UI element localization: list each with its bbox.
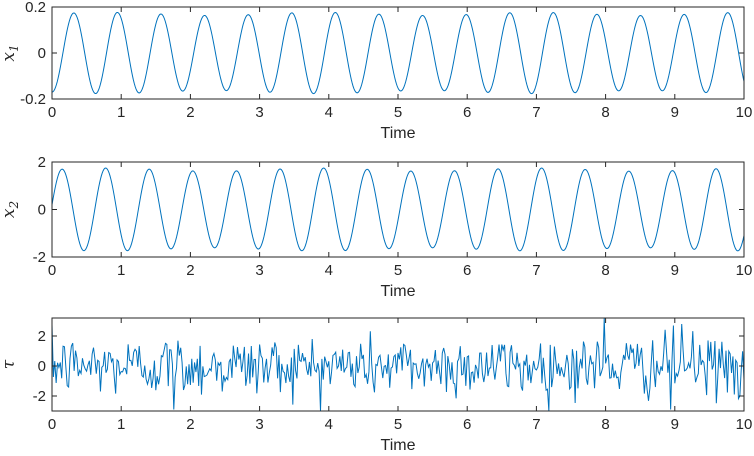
y-axis-label-subscript: 1 bbox=[7, 44, 21, 52]
x-tick-label: 5 bbox=[394, 262, 402, 279]
x-tick-label: 3 bbox=[255, 104, 263, 121]
y-tick-label: 0 bbox=[38, 202, 46, 219]
y-tick-label: 0 bbox=[38, 45, 46, 62]
x-tick-label: 4 bbox=[325, 416, 333, 433]
x-tick-label: 2 bbox=[186, 262, 194, 279]
x-tick-label: 6 bbox=[463, 262, 471, 279]
x-tick-label: 7 bbox=[532, 262, 540, 279]
x-tick-label: 4 bbox=[325, 104, 333, 121]
y-tick-label: 0.2 bbox=[25, 0, 46, 16]
x-tick-label: 0 bbox=[48, 104, 56, 121]
y-tick-label: -0.2 bbox=[20, 91, 46, 108]
x-tick-label: 1 bbox=[117, 262, 125, 279]
x-tick-label: 3 bbox=[255, 416, 263, 433]
series-line-1 bbox=[51, 11, 745, 95]
x-tick-label: 7 bbox=[532, 416, 540, 433]
x-tick-label: 2 bbox=[186, 104, 194, 121]
x-tick-label: 7 bbox=[532, 104, 540, 121]
x-tick-label: 5 bbox=[394, 104, 402, 121]
x-tick-label: 9 bbox=[671, 104, 679, 121]
x-axis-label: Time bbox=[381, 283, 416, 300]
y-tick-label: -2 bbox=[33, 388, 46, 405]
x-tick-label: 1 bbox=[117, 416, 125, 433]
x-axis-label: Time bbox=[381, 437, 416, 454]
x-tick-label: 10 bbox=[736, 104, 753, 121]
x-tick-label: 9 bbox=[671, 262, 679, 279]
x-tick-label: 0 bbox=[48, 416, 56, 433]
x-tick-label: 1 bbox=[117, 104, 125, 121]
plot-frame bbox=[51, 6, 745, 100]
x-tick-label: 8 bbox=[601, 104, 609, 121]
series-line-3 bbox=[51, 317, 745, 412]
y-axis-label: τ bbox=[0, 359, 19, 369]
x-tick-label: 10 bbox=[736, 262, 753, 279]
y-axis-label: x2 bbox=[0, 201, 21, 218]
x-axis-label: Time bbox=[381, 125, 416, 142]
x-tick-label: 6 bbox=[463, 416, 471, 433]
x-tick-label: 2 bbox=[186, 416, 194, 433]
x-tick-label: 3 bbox=[255, 262, 263, 279]
y-tick-label: -2 bbox=[33, 249, 46, 266]
x-tick-label: 5 bbox=[394, 416, 402, 433]
x-tick-label: 8 bbox=[601, 416, 609, 433]
plot-frame bbox=[51, 317, 745, 412]
y-axis-label-subscript: 2 bbox=[7, 201, 21, 210]
y-tick-label: 2 bbox=[38, 328, 46, 345]
y-tick-label: 2 bbox=[38, 154, 46, 171]
x-tick-label: 0 bbox=[48, 262, 56, 279]
x-tick-label: 8 bbox=[601, 262, 609, 279]
y-tick-label: 0 bbox=[38, 358, 46, 375]
x-tick-label: 9 bbox=[671, 416, 679, 433]
y-axis-label: x1 bbox=[0, 44, 21, 61]
x-tick-label: 4 bbox=[325, 262, 333, 279]
x-tick-label: 6 bbox=[463, 104, 471, 121]
x-tick-label: 10 bbox=[736, 416, 753, 433]
series-line-2 bbox=[51, 167, 745, 252]
